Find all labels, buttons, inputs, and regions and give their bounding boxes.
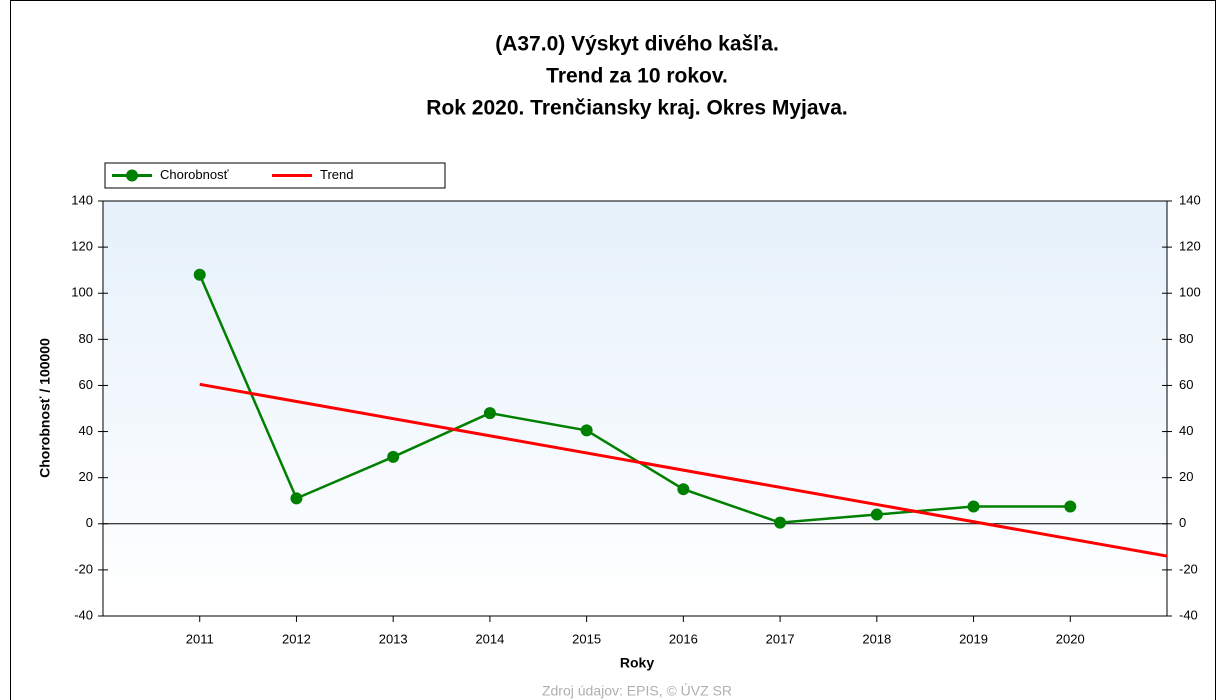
y-tick-label: 80 bbox=[79, 331, 93, 346]
chart-title: Trend za 10 rokov. bbox=[546, 65, 728, 88]
x-tick-label: 2019 bbox=[959, 631, 988, 646]
y-tick-label: 40 bbox=[79, 423, 93, 438]
data-point bbox=[387, 450, 400, 463]
y2-tick-label: 120 bbox=[1179, 239, 1201, 254]
data-point bbox=[580, 424, 593, 437]
x-tick-label: 2013 bbox=[379, 631, 408, 646]
chart-title: (A37.0) Výskyt divého kašľa. bbox=[495, 33, 779, 56]
y2-tick-label: 100 bbox=[1179, 285, 1201, 300]
legend-label: Chorobnosť bbox=[160, 167, 229, 182]
chart-title: Rok 2020. Trenčiansky kraj. Okres Myjava… bbox=[426, 97, 847, 120]
y2-tick-label: 140 bbox=[1179, 192, 1201, 207]
y-tick-label: -20 bbox=[74, 561, 93, 576]
trend-line bbox=[199, 382, 1168, 558]
data-point bbox=[193, 268, 206, 281]
x-tick-label: 2012 bbox=[282, 631, 311, 646]
x-tick-label: 2020 bbox=[1056, 631, 1085, 646]
y-tick-label: 60 bbox=[79, 377, 93, 392]
y-tick-label: 120 bbox=[71, 239, 93, 254]
plot-area bbox=[102, 200, 1168, 617]
x-tick-label: 2016 bbox=[669, 631, 698, 646]
x-tick-label: 2018 bbox=[862, 631, 891, 646]
y2-tick-label: 80 bbox=[1179, 331, 1193, 346]
legend-marker bbox=[126, 169, 138, 182]
data-point bbox=[677, 483, 690, 496]
y-tick-label: 140 bbox=[71, 192, 93, 207]
y-tick-label: 20 bbox=[79, 469, 93, 484]
source: Zdroj údajov: EPIS, © ÚVZ SR bbox=[542, 683, 732, 699]
x-tick-label: 2017 bbox=[766, 631, 795, 646]
data-point bbox=[774, 516, 787, 529]
data-point bbox=[483, 407, 496, 420]
y-tick-label: 100 bbox=[71, 285, 93, 300]
data-point bbox=[290, 492, 303, 505]
y2-tick-label: -40 bbox=[1179, 607, 1198, 622]
y2-tick-label: 0 bbox=[1179, 515, 1186, 530]
data-point bbox=[967, 500, 980, 513]
frame bbox=[10, 0, 1216, 700]
legend-label: Trend bbox=[320, 167, 353, 182]
y2-tick-label: 40 bbox=[1179, 423, 1193, 438]
data-point bbox=[870, 508, 883, 521]
y2-tick-label: 60 bbox=[1179, 377, 1193, 392]
data-point bbox=[1064, 500, 1077, 513]
data-line bbox=[198, 274, 1071, 524]
x-axis-title: Roky bbox=[620, 655, 654, 671]
y2-tick-label: -20 bbox=[1179, 561, 1198, 576]
x-tick-label: 2014 bbox=[475, 631, 504, 646]
x-tick-label: 2015 bbox=[572, 631, 601, 646]
y-tick-label: 0 bbox=[86, 515, 93, 530]
y-tick-label: -40 bbox=[74, 607, 93, 622]
y2-tick-label: 20 bbox=[1179, 469, 1193, 484]
x-tick-label: 2011 bbox=[186, 631, 214, 646]
y-axis-title: Chorobnosť / 100000 bbox=[37, 338, 53, 478]
